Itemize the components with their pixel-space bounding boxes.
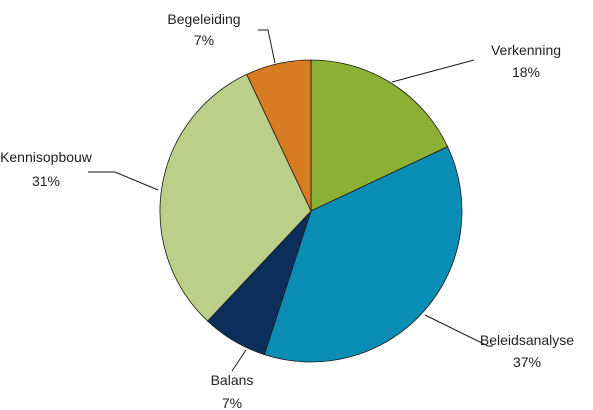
slice-label-begeleiding: Begeleiding	[167, 11, 240, 27]
leader-line-balans	[231, 349, 247, 372]
slice-label-kennisopbouw: Kennisopbouw	[0, 149, 93, 165]
slice-percent-begeleiding: 7%	[194, 32, 214, 48]
leader-line-kennisopbouw	[88, 171, 159, 191]
leader-line-begeleiding	[258, 29, 276, 64]
pie-slice-begeleiding	[246, 59, 312, 212]
pie-slice-beleidsanalyse	[263, 146, 463, 363]
slice-label-verkenning: Verkenning	[491, 42, 561, 58]
leader-lines	[88, 29, 493, 372]
slice-label-beleidsanalyse: Beleidsanalyse	[480, 332, 574, 348]
slice-percent-beleidsanalyse: 37%	[513, 354, 541, 370]
slice-percent-verkenning: 18%	[512, 64, 540, 80]
slice-labels: Verkenning 18% Beleidsanalyse 37% Balans 7% Ke…	[0, 11, 574, 410]
slice-percent-kennisopbouw: 31%	[32, 173, 60, 189]
leader-line-beleidsanalyse	[424, 314, 493, 347]
pie-slices	[159, 59, 463, 363]
slice-percent-balans: 7%	[222, 395, 242, 410]
slice-label-balans: Balans	[211, 372, 254, 388]
pie-slice-kennisopbouw	[159, 73, 312, 322]
leader-line-verkenning	[391, 59, 475, 83]
pie-slice-verkenning	[310, 59, 449, 212]
